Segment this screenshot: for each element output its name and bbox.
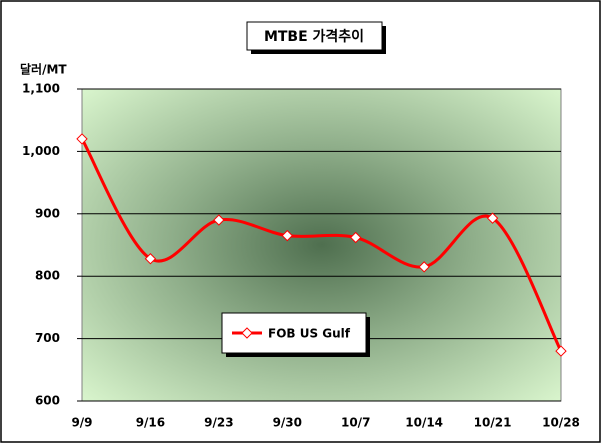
marker [486, 212, 499, 224]
x-tick-label: 9/16 [136, 416, 165, 430]
x-tick-label: 9/23 [204, 416, 233, 430]
legend-marker [241, 327, 253, 339]
marker [555, 345, 567, 357]
x-tick-label: 10/21 [474, 416, 512, 430]
marker [144, 253, 157, 265]
y-tick-label: 1,100 [22, 82, 60, 96]
chart-title: MTBE 가격추이 [264, 28, 364, 45]
y-tick-label: 1,000 [22, 144, 60, 158]
y-tick-label: 900 [35, 206, 60, 220]
y-tick-label: 800 [35, 269, 60, 283]
marker [350, 231, 362, 244]
y-tick-label: 700 [35, 331, 60, 345]
x-tick-label: 9/9 [71, 416, 92, 430]
title-box [246, 21, 383, 51]
y-axis-label: 달러/MT [20, 62, 67, 77]
x-tick-label: 9/30 [273, 416, 302, 430]
marker [76, 133, 88, 145]
x-tick-label: 10/7 [341, 416, 370, 430]
y-tick-label: 600 [35, 394, 60, 408]
marker [281, 229, 293, 242]
legend-label: FOB US Gulf [268, 327, 351, 341]
marker [213, 214, 225, 226]
marker [418, 261, 430, 273]
x-tick-label: 10/14 [405, 416, 443, 430]
x-tick-label: 10/28 [542, 416, 580, 430]
